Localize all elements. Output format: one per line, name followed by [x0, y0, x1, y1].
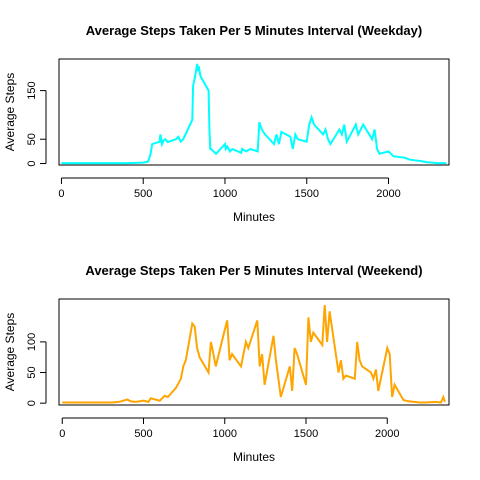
weekday-x-tick-label: 1000 — [213, 188, 237, 200]
weekend-x-axis-label: Minutes — [233, 450, 275, 464]
weekday-x-axis: 0 500 1000 1500 2000 — [58, 177, 401, 200]
weekend-panel: Average Steps Taken Per 5 Minutes Interv… — [3, 263, 450, 464]
weekday-plot-frame — [58, 58, 450, 166]
weekend-y-tick-label: 100 — [26, 333, 38, 351]
weekday-x-tick-label: 0 — [58, 188, 64, 200]
weekday-y-tick-label: 150 — [26, 81, 38, 99]
weekday-panel: Average Steps Taken Per 5 Minutes Interv… — [3, 23, 450, 224]
weekend-y-axis: 0 50 100 — [26, 333, 47, 406]
weekend-x-tick-label: 1000 — [213, 428, 237, 440]
weekday-x-tick-label: 500 — [134, 188, 152, 200]
weekday-title: Average Steps Taken Per 5 Minutes Interv… — [86, 23, 422, 38]
weekend-x-tick-label: 0 — [59, 428, 65, 440]
weekday-y-tick-label: 50 — [26, 133, 38, 145]
weekend-plot-frame — [58, 298, 450, 406]
weekend-y-tick-label: 0 — [26, 400, 38, 406]
weekend-title: Average Steps Taken Per 5 Minutes Interv… — [85, 263, 422, 278]
weekend-y-tick-label: 50 — [26, 366, 38, 378]
weekday-y-axis-label: Average Steps — [3, 73, 17, 152]
weekend-x-tick-label: 500 — [134, 428, 152, 440]
weekday-x-tick-label: 1500 — [294, 188, 318, 200]
weekend-steps-line — [62, 305, 446, 404]
weekend-y-axis-label: Average Steps — [3, 313, 17, 392]
weekday-y-axis: 0 50 150 — [26, 81, 47, 167]
weekend-x-axis: 0 500 1000 1500 2000 — [59, 417, 399, 440]
weekday-x-axis-label: Minutes — [233, 210, 275, 224]
weekday-y-tick-label: 0 — [26, 160, 38, 166]
weekend-x-tick-label: 1500 — [294, 428, 318, 440]
weekday-steps-line — [61, 63, 447, 165]
weekday-x-tick-label: 2000 — [376, 188, 400, 200]
weekend-x-tick-label: 2000 — [375, 428, 399, 440]
